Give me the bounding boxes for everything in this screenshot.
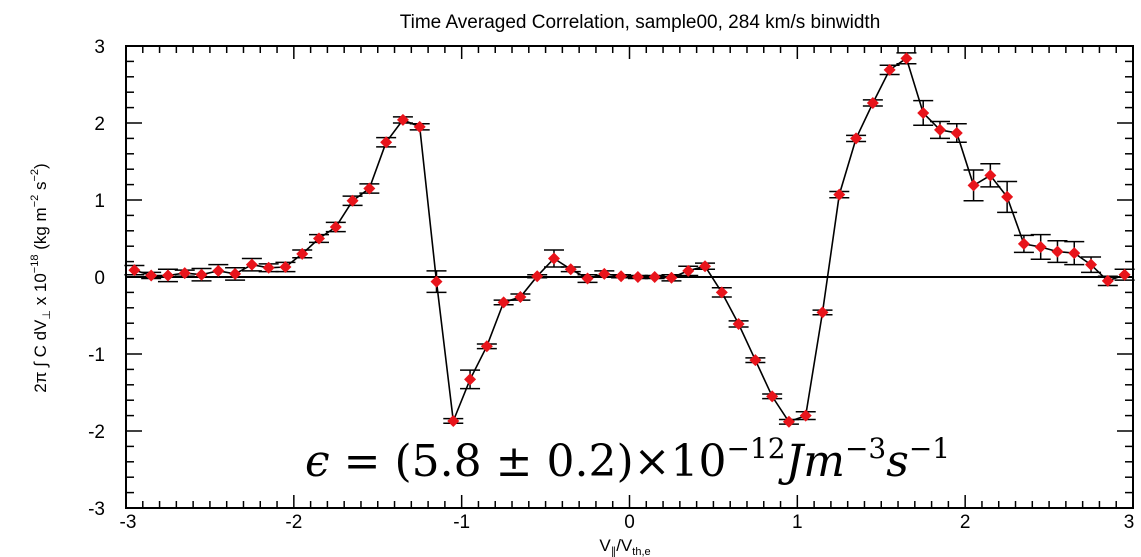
data-point <box>1068 247 1081 260</box>
data-point <box>313 232 326 245</box>
data-point <box>128 264 141 277</box>
chart-title: Time Averaged Correlation, sample00, 284… <box>400 12 881 33</box>
data-point <box>1034 240 1047 253</box>
data-point <box>816 306 829 319</box>
data-point <box>212 264 225 277</box>
data-point <box>346 194 359 207</box>
data-point <box>229 267 242 280</box>
data-point <box>1017 237 1030 250</box>
data-point <box>967 179 980 192</box>
data-point <box>950 127 963 140</box>
data-point <box>396 113 409 126</box>
x-axis-label: V∥/Vth,e <box>599 536 650 557</box>
x-tick-label: -2 <box>285 512 302 533</box>
data-point <box>262 261 275 274</box>
data-point <box>749 354 762 367</box>
data-point <box>547 252 560 265</box>
x-tick-label: 1 <box>792 512 803 533</box>
tick-labels: -3 -2 -1 0 1 2 3 -3 -2 -1 0 1 2 3 <box>88 37 1134 533</box>
data-point <box>1101 274 1114 287</box>
x-tick-label: -3 <box>120 512 137 533</box>
data-point <box>296 247 309 260</box>
y-tick-label: 0 <box>94 268 105 289</box>
data-markers <box>128 52 1131 428</box>
data-point <box>413 120 426 133</box>
y-tick-label: -1 <box>88 345 105 366</box>
series-line <box>134 57 1125 423</box>
x-tick-label: 2 <box>960 512 971 533</box>
data-point <box>933 123 946 136</box>
data-point <box>430 275 443 288</box>
data-point <box>145 269 158 282</box>
data-point <box>480 340 493 353</box>
data-point <box>682 264 695 277</box>
y-tick-label: -2 <box>88 422 105 443</box>
data-point <box>497 296 510 309</box>
data-point <box>195 268 208 281</box>
data-point <box>648 271 661 283</box>
y-axis-label: 2π ∫ C dV⊥ x 10−18 (kg m−2 s−2) <box>29 163 53 392</box>
data-point <box>631 271 644 283</box>
data-point <box>279 260 292 273</box>
data-point <box>665 271 678 284</box>
data-point <box>732 317 745 330</box>
data-point <box>363 182 376 195</box>
data-point <box>447 414 460 427</box>
data-point <box>766 390 779 403</box>
data-point <box>799 409 812 422</box>
data-point <box>178 267 191 280</box>
epsilon-annotation: ϵ = (5.8 ± 0.2)×10−12Jm−3s−1 <box>305 432 950 487</box>
data-point <box>917 106 930 119</box>
data-point <box>1001 190 1014 203</box>
x-tick-label: -1 <box>453 512 470 533</box>
x-tick-label: 0 <box>624 512 635 533</box>
data-point <box>782 415 795 428</box>
data-point <box>245 258 258 271</box>
data-point <box>581 272 594 285</box>
data-point <box>161 269 174 282</box>
y-tick-label: 2 <box>94 114 105 135</box>
y-tick-label: 1 <box>94 191 105 212</box>
data-point <box>531 270 544 283</box>
data-point <box>514 291 527 304</box>
data-point <box>564 263 577 276</box>
data-point <box>715 286 728 299</box>
data-point <box>1051 245 1064 258</box>
data-point <box>464 373 477 386</box>
data-point <box>1085 258 1098 271</box>
data-point <box>380 136 393 149</box>
data-point <box>900 52 913 65</box>
data-point <box>699 260 712 273</box>
x-tick-label: 3 <box>1124 512 1135 533</box>
y-tick-label: 3 <box>94 37 105 58</box>
y-tick-label: -3 <box>88 499 105 520</box>
error-bars <box>124 52 1135 425</box>
data-point <box>866 96 879 109</box>
data-point <box>833 188 846 201</box>
data-point <box>598 267 611 280</box>
data-point <box>329 220 342 233</box>
plot-frame <box>125 45 1134 509</box>
data-point <box>984 169 997 182</box>
data-point <box>1118 268 1131 281</box>
data-point <box>615 270 628 283</box>
data-point <box>850 132 863 145</box>
data-point <box>883 63 896 76</box>
